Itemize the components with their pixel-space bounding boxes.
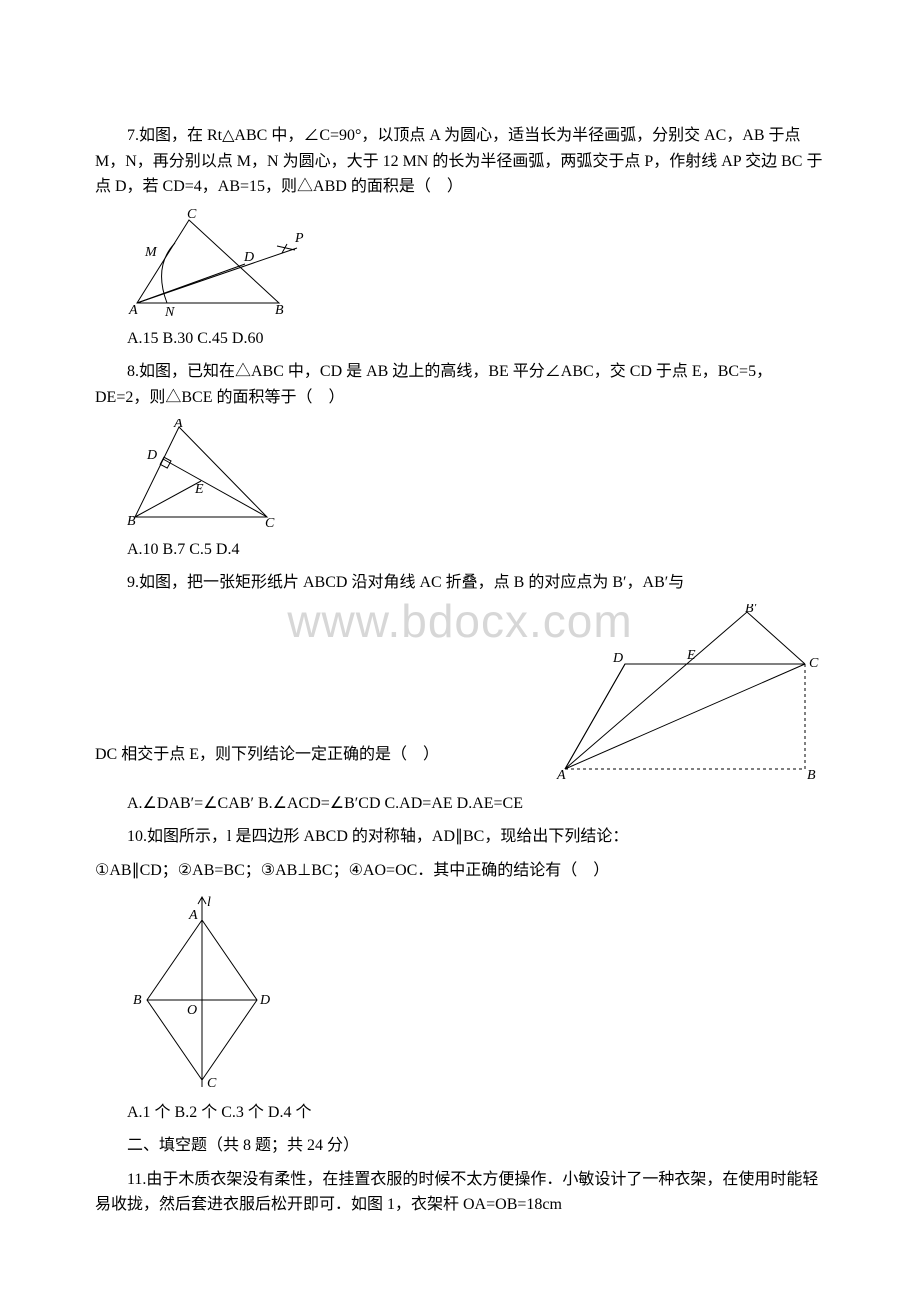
section2-title: 二、填空题（共 8 题；共 24 分）	[95, 1133, 825, 1159]
q10-options: A.1 个 B.2 个 C.3 个 D.4 个	[95, 1100, 825, 1126]
q8-options: A.10 B.7 C.5 D.4	[95, 537, 825, 563]
svg-text:D: D	[146, 448, 157, 463]
svg-text:E: E	[194, 482, 204, 497]
svg-text:B: B	[807, 768, 816, 779]
svg-text:B: B	[127, 514, 136, 529]
svg-text:A: A	[556, 768, 566, 779]
q8-figure: A B C D E	[127, 419, 825, 529]
q9-figure: A B C D E B′	[555, 604, 825, 779]
svg-text:B: B	[133, 993, 142, 1008]
q11-text: 11.由于木质衣架没有柔性，在挂置衣服的时候不太方便操作．小敏设计了一种衣架，在…	[95, 1167, 825, 1218]
svg-text:N: N	[164, 305, 175, 318]
svg-text:C: C	[265, 516, 275, 529]
svg-text:D: D	[612, 651, 623, 666]
svg-text:A: A	[188, 908, 198, 923]
q10-text-line2: ①AB∥CD；②AB=BC；③AB⊥BC；④AO=OC．其中正确的结论有（ ）	[95, 858, 825, 884]
q9-text-part1: 9.如图，把一张矩形纸片 ABCD 沿对角线 AC 折叠，点 B 的对应点为 B…	[95, 570, 825, 596]
q10-text-line1: 10.如图所示，l 是四边形 ABCD 的对称轴，AD∥BC，现给出下列结论：	[95, 824, 825, 850]
q7-options: A.15 B.30 C.45 D.60	[95, 326, 825, 352]
svg-text:B′: B′	[745, 604, 758, 616]
svg-text:D: D	[243, 250, 254, 265]
svg-text:C: C	[207, 1076, 217, 1091]
svg-text:E: E	[686, 648, 696, 663]
q8-text: 8.如图，已知在△ABC 中，CD 是 AB 边上的高线，BE 平分∠ABC，交…	[95, 359, 825, 410]
svg-text:C: C	[809, 656, 819, 671]
svg-text:M: M	[144, 245, 158, 260]
q9-options: A.∠DAB′=∠CAB′ B.∠ACD=∠B′CD C.AD=AE D.AE=…	[95, 791, 825, 817]
svg-text:l: l	[207, 895, 211, 910]
svg-text:B: B	[275, 303, 284, 318]
q10-figure: l A B C D O	[127, 892, 825, 1092]
q7-text: 7.如图，在 Rt△ABC 中，∠C=90°，以顶点 A 为圆心，适当长为半径画…	[95, 123, 825, 200]
svg-text:P: P	[294, 231, 304, 246]
svg-text:C: C	[187, 208, 197, 222]
svg-text:A: A	[128, 303, 138, 318]
svg-text:D: D	[259, 993, 270, 1008]
q7-figure: A B C M N D P	[127, 208, 825, 318]
svg-text:O: O	[187, 1003, 197, 1018]
svg-text:A: A	[173, 419, 183, 431]
